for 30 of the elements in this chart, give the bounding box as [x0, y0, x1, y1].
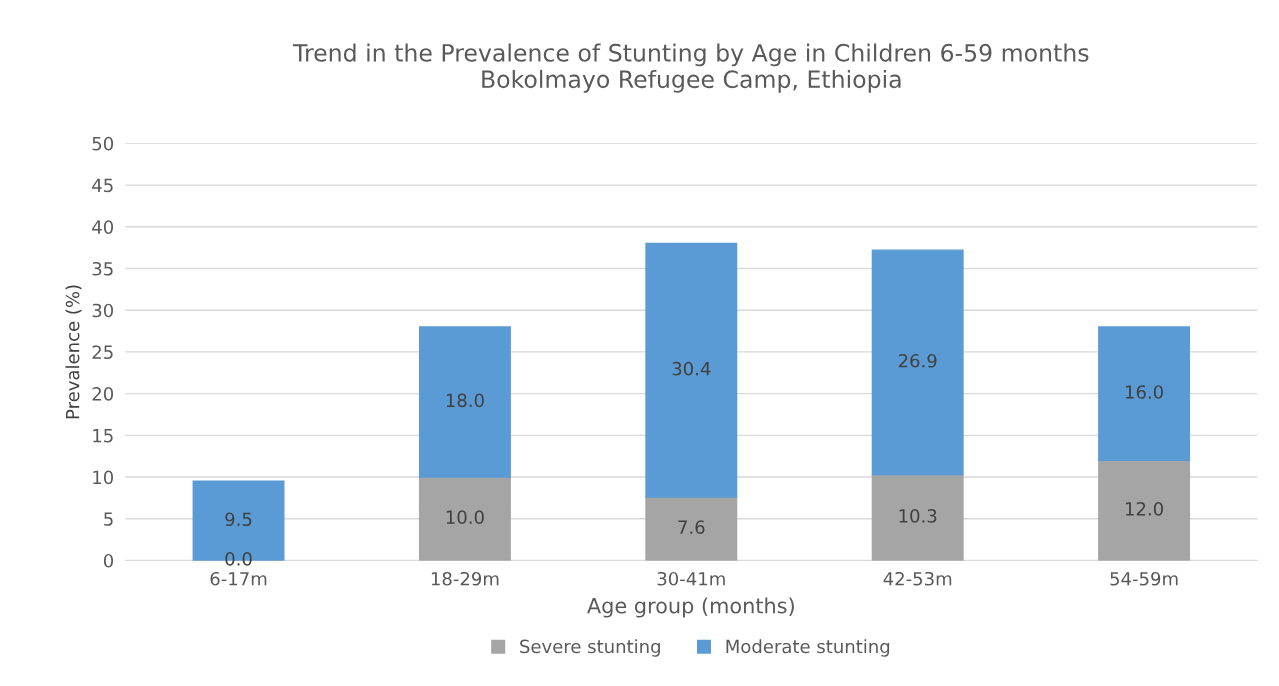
legend-label: Moderate stunting — [726, 639, 890, 657]
y-tick-label: 0 — [103, 553, 114, 568]
y-tick-label: 15 — [93, 429, 113, 443]
y-tick-label: 10 — [93, 470, 114, 485]
y-tick-label: 40 — [92, 220, 114, 234]
y-tick-label: 50 — [92, 136, 114, 151]
data-label: 10.0 — [446, 510, 484, 524]
data-label: 10.3 — [899, 509, 937, 523]
data-label: 16.0 — [1125, 385, 1163, 399]
y-tick-label: 5 — [104, 512, 113, 526]
y-tick-label: 45 — [92, 178, 113, 193]
x-tick-label: 6-17m — [210, 571, 267, 586]
y-tick-label: 20 — [92, 387, 114, 401]
data-label: 18.0 — [446, 393, 484, 408]
x-tick-label: 54-59m — [1110, 571, 1178, 586]
data-label: 12.0 — [1125, 501, 1163, 516]
y-axis-title: Prevalence (%) — [65, 285, 82, 419]
data-label: 30.4 — [672, 361, 711, 376]
legend-label: Severe stunting — [520, 639, 660, 657]
x-tick-label: 18-29m — [431, 571, 499, 586]
data-label: 7.6 — [678, 520, 705, 534]
y-tick-label: 30 — [92, 303, 114, 318]
y-tick-label: 35 — [92, 261, 113, 276]
x-tick-label: 30-41m — [657, 571, 725, 586]
data-label: 26.9 — [898, 353, 937, 368]
chart-title: Trend in the Prevalence of Stunting by Age in Children 6-59 months Bokolmayo Refugee Camp, Ethiopia — [292, 43, 1089, 93]
x-tick-label: 42-53m — [883, 571, 952, 586]
x-axis-title: Age group (months) — [587, 597, 794, 618]
y-tick-label: 25 — [92, 345, 113, 360]
data-label: 9.5 — [225, 512, 252, 527]
